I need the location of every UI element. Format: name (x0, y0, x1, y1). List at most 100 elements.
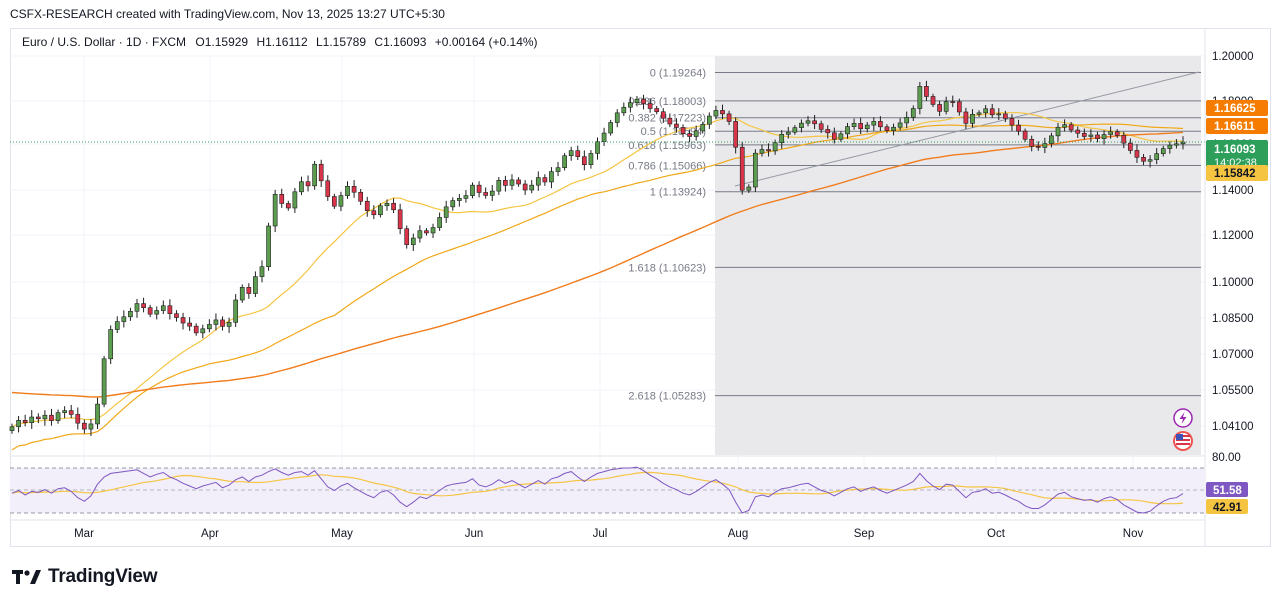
candle-101 (674, 118, 679, 133)
candle-139 (924, 80, 929, 101)
legend-low-label: L (316, 35, 323, 49)
candle-91 (608, 119, 613, 136)
candle-31 (213, 313, 219, 331)
candle-24 (167, 299, 173, 320)
candle-175 (1160, 145, 1166, 157)
candle-45 (305, 175, 311, 192)
fibonacci-levels: 0 (1.19264) 0.236 (1.18003) 0.382 (1.17223… (628, 68, 1201, 403)
candle-154 (1022, 128, 1028, 142)
ma-mid-line (11, 123, 1184, 451)
candle-103 (687, 129, 692, 143)
us-flag-icon[interactable] (1173, 431, 1193, 451)
candle-23 (160, 300, 166, 315)
candle-74 (496, 177, 502, 195)
candle-107 (713, 105, 719, 120)
candle-90 (601, 127, 607, 146)
candle-155 (1029, 135, 1035, 152)
candle-115 (766, 143, 771, 157)
chart-credit: CSFX-RESEARCH created with TradingView.c… (10, 7, 445, 21)
candle-22 (154, 306, 160, 320)
candle-171 (1134, 144, 1140, 163)
candle-12 (88, 418, 94, 437)
candle-122 (812, 114, 817, 130)
candle-78 (522, 180, 528, 195)
candle-6 (49, 408, 54, 426)
fib-level-label-0: 0 (1.19264) (650, 68, 706, 80)
candle-76 (509, 174, 515, 190)
candle-131 (871, 117, 877, 131)
candle-123 (818, 120, 824, 134)
candle-136 (904, 111, 910, 129)
candle-164 (1088, 129, 1094, 142)
price-badge-label-0: 1.16625 (1214, 103, 1256, 115)
legend-symbol: Euro / U.S. Dollar · 1D · FXCM (22, 35, 186, 49)
candle-87 (582, 150, 587, 171)
candle-166 (1101, 130, 1107, 145)
candle-96 (641, 94, 646, 110)
candle-32 (220, 316, 225, 331)
candle-60 (404, 225, 410, 249)
fib-zone (715, 56, 1201, 455)
candle-70 (470, 182, 475, 199)
candle-68 (457, 193, 462, 207)
candle-21 (147, 304, 153, 318)
time-label-jun: Jun (465, 528, 484, 540)
rsi-level-label: 80.00 (1212, 452, 1241, 464)
candle-125 (831, 127, 837, 144)
candle-27 (187, 317, 192, 331)
price-badge-label-1: 1.16611 (1214, 121, 1256, 133)
candle-135 (897, 118, 903, 131)
time-label-oct: Oct (987, 528, 1006, 540)
candle-126 (838, 131, 844, 142)
time-label-may: May (331, 528, 353, 540)
candle-13 (95, 397, 100, 429)
candle-160 (1062, 119, 1067, 132)
candle-33 (226, 317, 232, 333)
fib-level-label-7: 1.618 (1.10623) (628, 262, 706, 274)
time-label-apr: Apr (201, 528, 219, 540)
candle-151 (1003, 110, 1008, 123)
lightning-icon[interactable] (1173, 408, 1193, 428)
time-axis[interactable]: Mar Apr May Jun Jul Aug Sep Oct Nov (74, 528, 1143, 540)
legend-line: Euro / U.S. Dollar · 1D · FXCM O1.15929 … (22, 35, 538, 49)
candle-174 (1154, 148, 1160, 165)
candle-38 (259, 260, 265, 283)
candle-143 (950, 95, 956, 108)
moving-averages (11, 112, 1184, 451)
price-badge-label-3: 1.15842 (1214, 168, 1256, 180)
candle-59 (397, 203, 403, 235)
candle-162 (1075, 126, 1081, 138)
price-tick-6: 1.08500 (1212, 313, 1254, 325)
candle-133 (884, 124, 890, 134)
candle-9 (68, 404, 74, 419)
candle-0 (9, 423, 15, 434)
candle-16 (114, 316, 120, 333)
time-label-sep: Sep (854, 528, 874, 540)
candle-75 (503, 175, 508, 192)
candle-81 (542, 174, 548, 186)
candle-149 (989, 104, 995, 118)
candle-129 (858, 117, 863, 135)
candle-111 (739, 141, 745, 195)
candle-89 (595, 137, 600, 160)
rsi-ma-badge: 42.91 (1206, 499, 1248, 514)
candle-119 (792, 125, 798, 135)
candle-130 (864, 121, 870, 133)
candle-42 (285, 200, 291, 211)
candle-114 (759, 144, 765, 157)
candle-94 (628, 96, 633, 113)
footer-brand[interactable]: TradingView (12, 566, 158, 588)
candle-176 (1167, 141, 1173, 154)
rsi-indicator: 80.00 51.58 42.91 (11, 452, 1248, 514)
candle-145 (963, 107, 969, 130)
rsi-line (11, 466, 1184, 514)
candle-17 (121, 310, 127, 328)
candle-64 (430, 223, 436, 239)
candle-138 (917, 81, 923, 115)
candles (9, 80, 1186, 437)
candle-67 (450, 197, 456, 211)
candle-83 (555, 162, 561, 177)
candle-98 (654, 105, 660, 115)
candle-47 (318, 159, 324, 188)
price-badge-3: 1.15842 (1206, 165, 1268, 181)
